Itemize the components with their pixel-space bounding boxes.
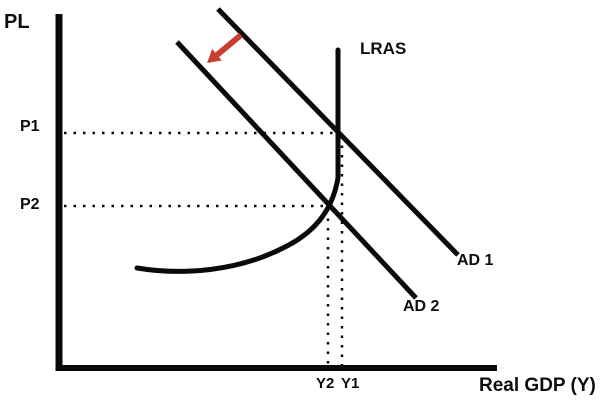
- lras-curve: [134, 47, 341, 274]
- ad2-curve: [175, 40, 418, 300]
- ad-shift-arrowhead-icon: [207, 48, 222, 63]
- ad-shift-arrow: [207, 32, 243, 63]
- y2-tick-label: Y2: [316, 375, 335, 392]
- lras-label: LRAS: [360, 39, 407, 58]
- y-axis-title: PL: [4, 11, 30, 33]
- p1-tick-label: P1: [20, 118, 40, 135]
- y1-tick-label: Y1: [341, 375, 360, 392]
- p2-tick-label: P2: [20, 196, 40, 213]
- ad-shift-arrow-shaft: [215, 32, 243, 58]
- ad2-label: AD 2: [403, 298, 440, 315]
- ad1-label: AD 1: [457, 252, 494, 269]
- x-axis-title: Real GDP (Y): [479, 375, 596, 396]
